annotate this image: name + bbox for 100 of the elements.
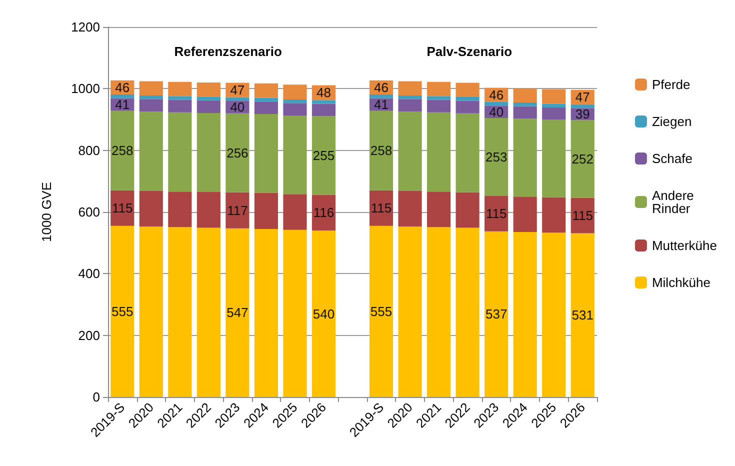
bar (196, 96, 220, 100)
data-label: 555 (370, 304, 392, 319)
legend-label: Andere Rinder (652, 188, 698, 216)
bar (168, 96, 192, 100)
bar (254, 102, 278, 114)
data-label: 116 (313, 205, 334, 220)
bar (456, 228, 480, 397)
data-label: 40 (489, 104, 504, 120)
data-label: 41 (374, 97, 388, 112)
bar (427, 82, 451, 96)
data-label: 115 (112, 200, 133, 216)
bar (570, 233, 594, 397)
bar (226, 228, 250, 397)
bar (196, 192, 220, 228)
bar (542, 120, 566, 198)
data-label: 39 (575, 106, 590, 122)
bar (168, 82, 192, 96)
data-label: 46 (115, 80, 130, 95)
legend-label: Pferde (652, 77, 690, 92)
data-label: 540 (312, 306, 335, 322)
bar (312, 230, 336, 397)
bar (196, 100, 220, 114)
bar (283, 230, 307, 397)
bar (398, 81, 422, 96)
data-label: 117 (227, 202, 248, 218)
data-label: 547 (226, 305, 248, 320)
data-label: 48 (316, 85, 331, 100)
bar (312, 116, 336, 195)
data-label: 46 (374, 80, 388, 95)
bar (254, 192, 278, 229)
bar (542, 197, 566, 233)
bar (226, 113, 250, 192)
data-label: 555 (112, 304, 134, 319)
bar (110, 94, 134, 98)
data-label: 46 (489, 87, 504, 102)
y-axis-title: 1000 GVE (39, 182, 54, 242)
bar (427, 227, 451, 397)
bar (110, 226, 134, 397)
bar (139, 95, 163, 100)
bar (139, 99, 163, 112)
y-tick-label: 600 (78, 204, 100, 220)
y-tick-label: 1000 (71, 81, 100, 96)
bar (542, 89, 566, 104)
bar (312, 194, 336, 230)
bar (484, 118, 508, 196)
bar (542, 107, 566, 120)
data-label: 41 (115, 97, 130, 112)
bar (427, 192, 451, 228)
bar (456, 82, 480, 97)
bar (484, 231, 508, 397)
data-label: 47 (230, 82, 245, 98)
bar (398, 191, 422, 226)
bar (254, 98, 278, 102)
bar (456, 113, 480, 192)
bar (542, 232, 566, 397)
bar (456, 192, 480, 228)
bar (226, 97, 250, 101)
legend-label: Mutterkühe (652, 238, 718, 253)
bar (398, 112, 422, 192)
data-label: 258 (112, 143, 134, 158)
data-label: 256 (226, 145, 248, 160)
bar (456, 100, 480, 114)
annotation: Referenzszenario (174, 44, 282, 59)
bar (139, 226, 163, 397)
data-label: 252 (572, 151, 594, 166)
data-label: 537 (485, 306, 508, 322)
bar (283, 84, 307, 100)
bar (283, 99, 307, 104)
bar (283, 194, 307, 230)
bar (139, 81, 163, 96)
data-label: 253 (485, 149, 508, 164)
data-label: 531 (572, 308, 594, 323)
bar (196, 82, 220, 97)
bar (570, 198, 594, 234)
data-label: 115 (572, 208, 593, 224)
data-label: 40 (230, 100, 245, 115)
data-label: 47 (575, 90, 590, 105)
legend-label: Milchkühe (652, 275, 710, 290)
bar (570, 120, 594, 198)
bar (254, 114, 278, 193)
bar (398, 95, 422, 100)
bar (369, 110, 394, 190)
bar (139, 191, 163, 226)
bar (369, 226, 394, 397)
data-label: 255 (312, 148, 335, 163)
bar (513, 88, 537, 103)
data-label: 115 (486, 206, 507, 222)
bar (110, 190, 134, 226)
y-tick-label: 1200 (71, 20, 100, 34)
annotation: Palv-Szenario (426, 44, 512, 59)
y-tick-label: 0 (92, 390, 100, 404)
bar (513, 232, 537, 397)
bar (196, 228, 220, 397)
bar (484, 196, 508, 232)
data-label: 115 (370, 200, 392, 216)
bar (226, 192, 250, 228)
bar (427, 112, 451, 192)
bar (254, 83, 278, 98)
data-label: 258 (370, 143, 392, 158)
bar (542, 104, 566, 108)
